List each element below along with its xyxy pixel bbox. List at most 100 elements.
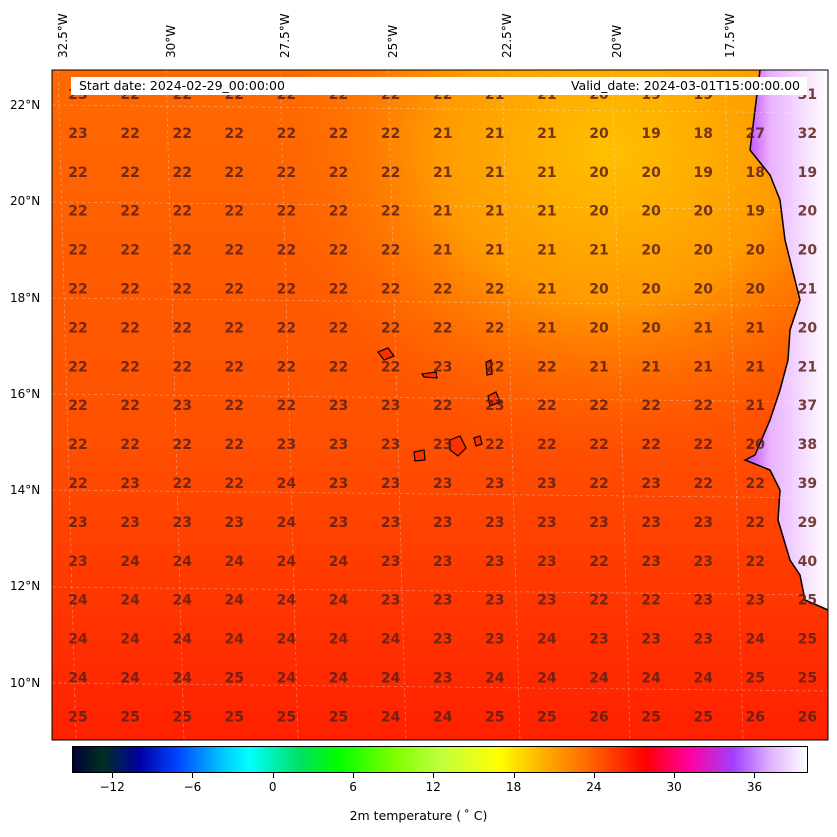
colorbar-tick bbox=[593, 773, 595, 778]
lat-label-14n: 14°N bbox=[10, 483, 41, 497]
grid-value: 24 bbox=[172, 671, 192, 687]
grid-value: 22 bbox=[329, 243, 348, 259]
grid-value: 22 bbox=[172, 204, 191, 220]
grid-value: 23 bbox=[746, 593, 765, 609]
grid-value: 21 bbox=[589, 359, 608, 375]
grid-value: 24 bbox=[329, 554, 349, 570]
grid-value: 23 bbox=[172, 398, 191, 414]
grid-value: 24 bbox=[277, 671, 297, 687]
grid-value: 22 bbox=[641, 398, 660, 414]
grid-value: 22 bbox=[485, 282, 504, 298]
grid-value: 23 bbox=[381, 476, 400, 492]
grid-value: 22 bbox=[485, 359, 504, 375]
grid-value: 24 bbox=[172, 554, 192, 570]
lon-label-20w: 20°W bbox=[610, 24, 624, 58]
lon-label-25w: 25°W bbox=[386, 24, 400, 58]
grid-value: 21 bbox=[798, 282, 817, 298]
grid-value: 20 bbox=[589, 320, 609, 336]
grid-value: 23 bbox=[120, 515, 139, 531]
grid-value: 23 bbox=[433, 515, 452, 531]
meridian-line bbox=[611, 70, 631, 740]
grid-value: 22 bbox=[172, 126, 191, 142]
grid-value: 22 bbox=[68, 320, 87, 336]
grid-value: 22 bbox=[641, 437, 660, 453]
grid-value: 23 bbox=[485, 476, 504, 492]
grid-value: 23 bbox=[537, 593, 556, 609]
grid-value: 22 bbox=[589, 593, 608, 609]
lat-label-12n: 12°N bbox=[10, 579, 41, 593]
grid-value: 21 bbox=[641, 359, 660, 375]
grid-value: 23 bbox=[277, 437, 296, 453]
grid-value: 20 bbox=[641, 165, 661, 181]
grid-value: 25 bbox=[68, 709, 87, 725]
grid-value: 18 bbox=[746, 165, 765, 181]
grid-value: 24 bbox=[329, 632, 349, 648]
colorbar-tick-label: 0 bbox=[268, 780, 277, 794]
grid-value: 22 bbox=[120, 282, 139, 298]
colorbar-tick bbox=[272, 773, 274, 778]
grid-value: 23 bbox=[485, 554, 504, 570]
grid-value: 20 bbox=[798, 243, 818, 259]
grid-value: 22 bbox=[589, 476, 608, 492]
grid-value: 24 bbox=[381, 671, 401, 687]
grid-value: 23 bbox=[329, 476, 348, 492]
grid-value: 24 bbox=[329, 671, 349, 687]
valid-date: Valid_date: 2024-03-01T15:00:00.00 bbox=[570, 78, 800, 93]
grid-value: 24 bbox=[433, 709, 453, 725]
grid-value: 21 bbox=[693, 359, 712, 375]
grid-value: 22 bbox=[381, 126, 400, 142]
grid-value: 24 bbox=[120, 632, 140, 648]
grid-value: 21 bbox=[485, 165, 504, 181]
grid-value: 23 bbox=[641, 554, 660, 570]
meridian-line bbox=[501, 70, 521, 740]
grid-value: 24 bbox=[225, 632, 245, 648]
grid-value: 22 bbox=[225, 243, 244, 259]
grid-value: 24 bbox=[120, 593, 140, 609]
grid-value: 23 bbox=[641, 476, 660, 492]
grid-value: 23 bbox=[641, 632, 660, 648]
grid-value: 22 bbox=[277, 282, 296, 298]
grid-value: 20 bbox=[589, 126, 609, 142]
grid-value: 22 bbox=[68, 398, 87, 414]
grid-value: 22 bbox=[225, 437, 244, 453]
grid-value: 21 bbox=[433, 204, 452, 220]
grid-value: 22 bbox=[381, 243, 400, 259]
cape-verde-islands bbox=[377, 347, 501, 462]
grid-value: 21 bbox=[537, 320, 556, 336]
grid-value: 24 bbox=[120, 554, 140, 570]
grid-value: 22 bbox=[120, 320, 139, 336]
grid-value: 23 bbox=[68, 554, 87, 570]
grid-value: 23 bbox=[68, 515, 87, 531]
lat-label-20n: 20°N bbox=[10, 194, 41, 208]
grid-value: 22 bbox=[381, 282, 400, 298]
grid-value: 21 bbox=[537, 126, 556, 142]
grid-value: 22 bbox=[329, 320, 348, 336]
grid-value: 22 bbox=[120, 398, 139, 414]
grid-value: 19 bbox=[693, 165, 712, 181]
map-frame bbox=[51, 69, 829, 741]
grid-value: 21 bbox=[485, 243, 504, 259]
grid-value: 25 bbox=[485, 709, 504, 725]
grid-value: 23 bbox=[329, 515, 348, 531]
grid-value: 23 bbox=[381, 437, 400, 453]
colorbar-tick bbox=[754, 773, 756, 778]
lat-label-16n: 16°N bbox=[10, 387, 41, 401]
grid-value: 22 bbox=[172, 320, 191, 336]
meridian-line bbox=[279, 70, 299, 740]
grid-value: 22 bbox=[746, 554, 765, 570]
grid-value: 22 bbox=[172, 282, 191, 298]
grid-value: 23 bbox=[693, 593, 712, 609]
grid-value: 22 bbox=[68, 437, 87, 453]
colorbar-tick-label: 12 bbox=[425, 780, 441, 794]
grid-value: 23 bbox=[693, 632, 712, 648]
colorbar-tick bbox=[433, 773, 435, 778]
grid-value: 22 bbox=[277, 126, 296, 142]
grid-value: 38 bbox=[798, 437, 817, 453]
grid-value: 20 bbox=[693, 282, 713, 298]
grid-value: 22 bbox=[277, 359, 296, 375]
grid-value: 24 bbox=[485, 671, 505, 687]
grid-value: 22 bbox=[381, 165, 400, 181]
grid-value: 21 bbox=[433, 165, 452, 181]
grid-value: 22 bbox=[172, 165, 191, 181]
grid-value: 25 bbox=[172, 709, 191, 725]
